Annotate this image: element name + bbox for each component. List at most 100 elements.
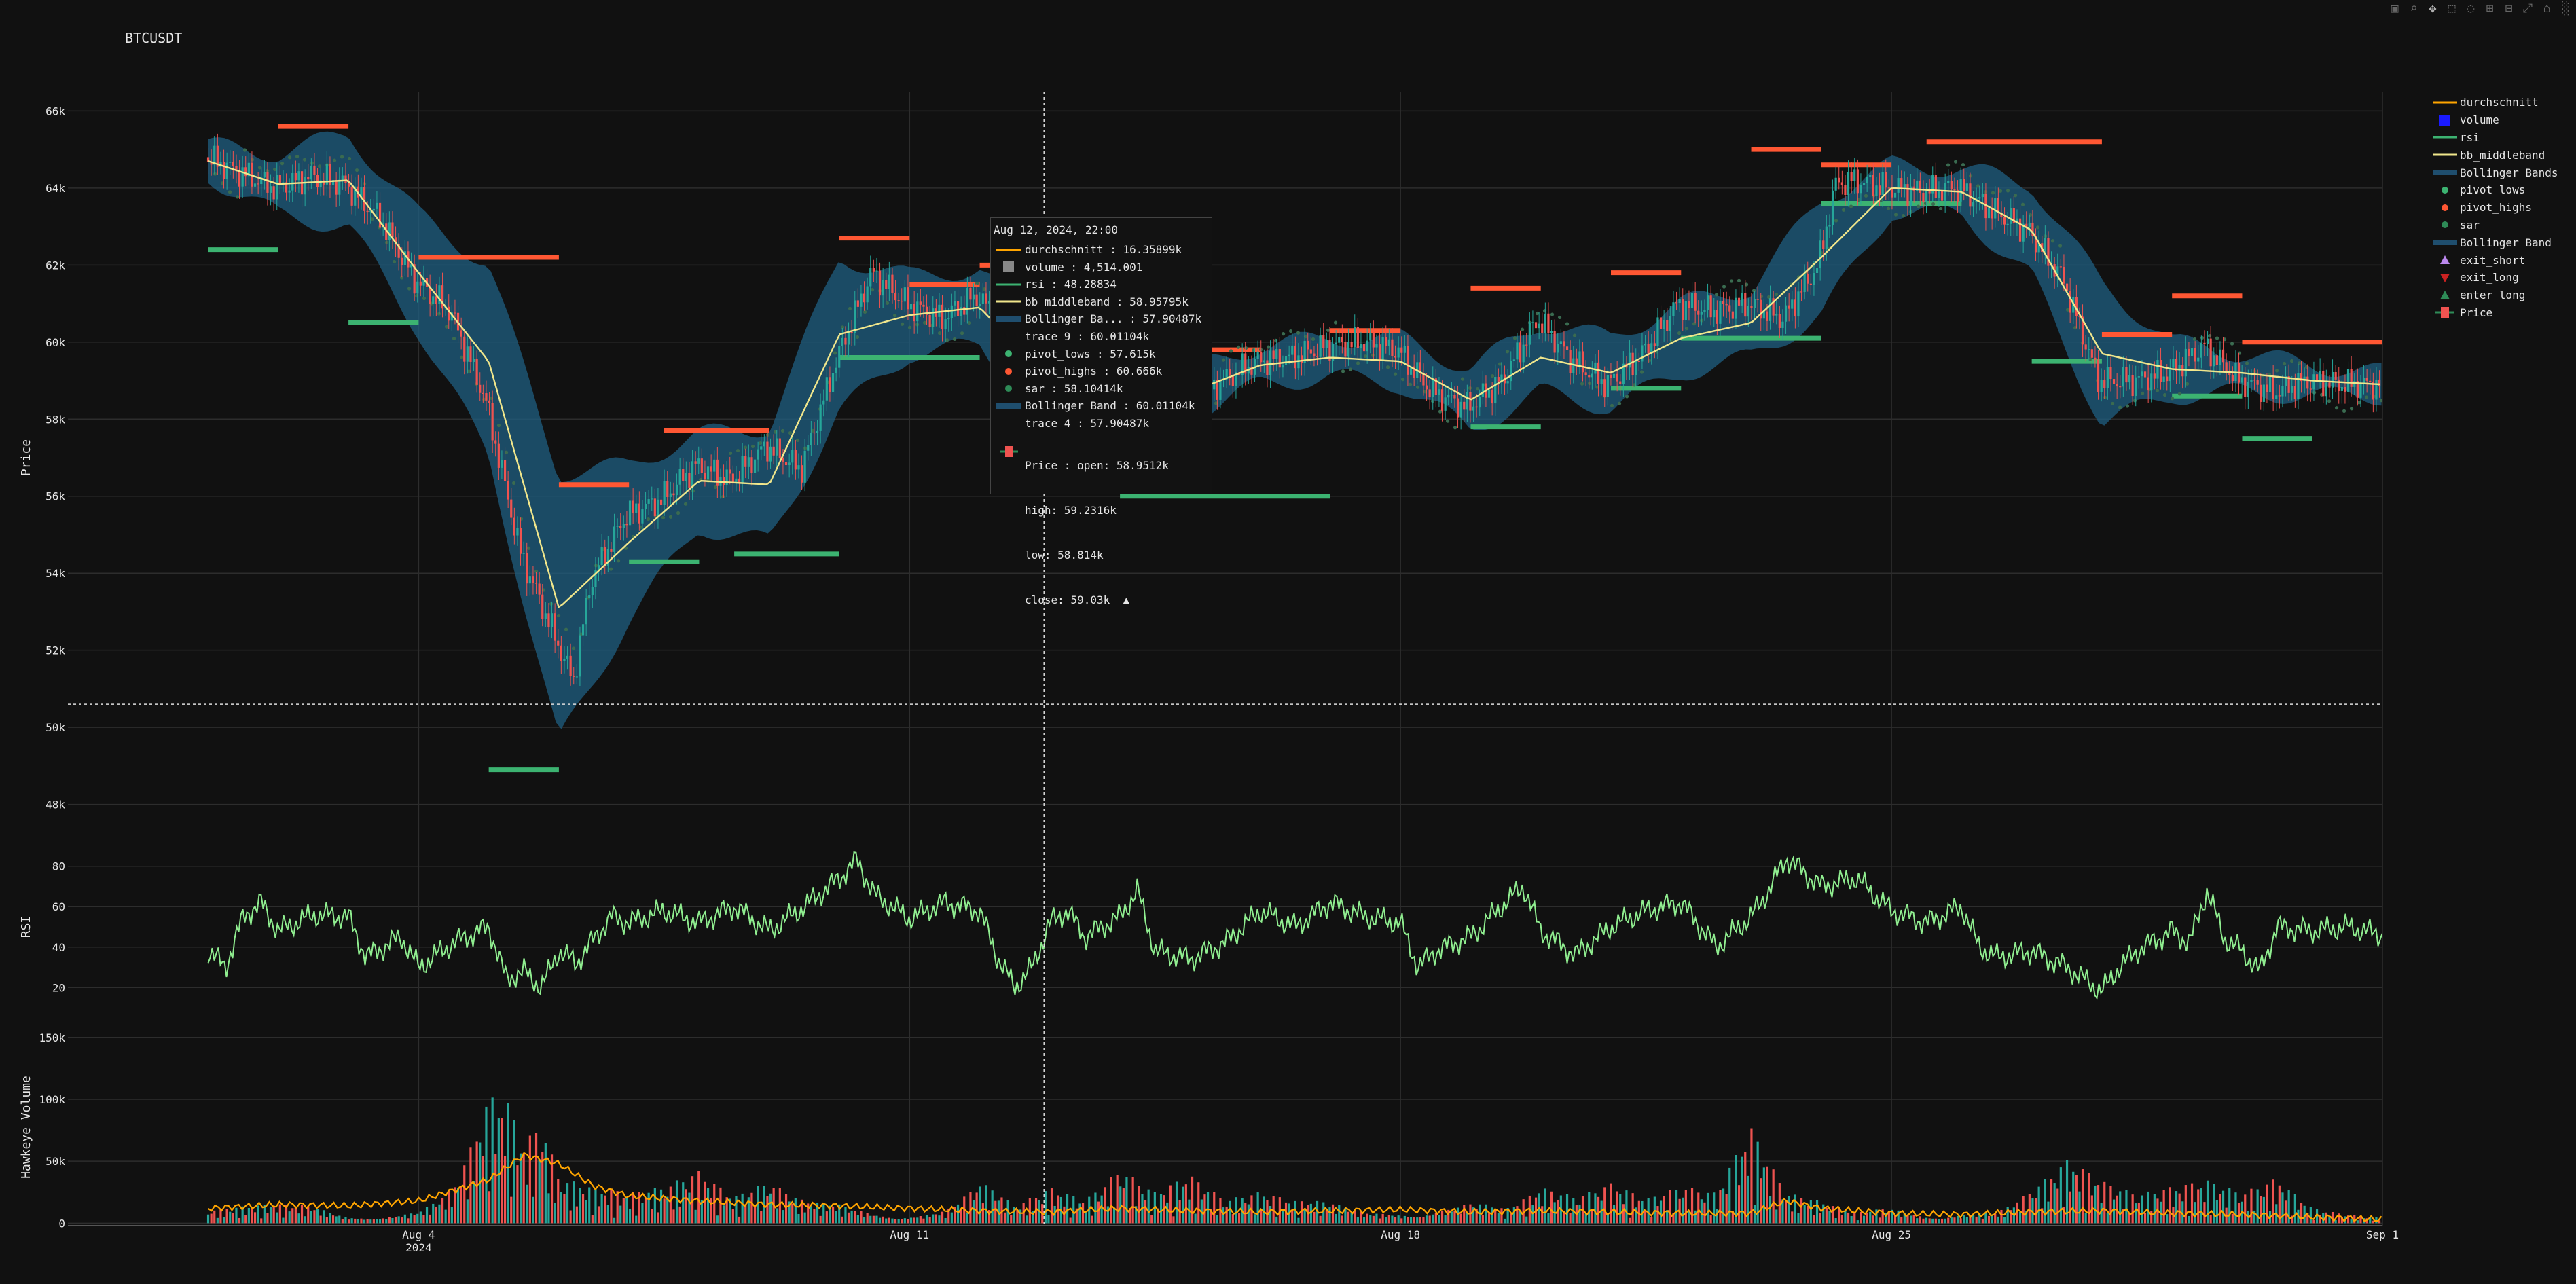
candle-body — [1479, 397, 1481, 408]
zoom-in-icon[interactable]: ⊞ — [2486, 1, 2494, 16]
candle-body — [378, 202, 382, 228]
candle-body — [772, 446, 775, 456]
volume-bar — [1981, 1218, 1984, 1224]
sar-point — [556, 613, 561, 618]
volume-bar — [419, 1211, 422, 1224]
plotly-logo-icon[interactable]: ░ — [2562, 1, 2570, 16]
lasso-icon[interactable]: ◌ — [2467, 1, 2475, 16]
volume-bar — [819, 1215, 822, 1224]
sar-point — [2289, 359, 2294, 363]
volume-bar — [647, 1192, 650, 1224]
volume-bar — [2319, 1215, 2321, 1224]
sar-point — [332, 158, 337, 162]
candle-body — [606, 549, 609, 566]
sar-point — [967, 320, 972, 325]
candle-body — [2135, 377, 2137, 397]
candle-body — [657, 499, 659, 517]
candle-body — [307, 177, 310, 180]
volume-bar — [210, 1213, 213, 1224]
candle-body — [1469, 392, 1472, 411]
volume-bar — [1419, 1217, 1421, 1224]
pan-icon[interactable]: ✥ — [2429, 1, 2437, 16]
volume-bar — [1822, 1204, 1825, 1224]
volume-bar — [1928, 1218, 1931, 1224]
box-select-icon[interactable]: ⬚ — [2448, 1, 2456, 16]
legend-item-bb-middleband[interactable]: bb_middleband — [2430, 146, 2573, 164]
candle-body — [1869, 175, 1872, 177]
volume-bar — [838, 1204, 841, 1224]
volume-bar — [1606, 1213, 1609, 1224]
zoom-out-icon[interactable]: ⊟ — [2505, 1, 2513, 16]
volume-bar — [429, 1214, 431, 1224]
volume-bar — [276, 1212, 278, 1224]
volume-bar — [238, 1217, 241, 1224]
candle-body — [2206, 338, 2209, 344]
volume-bar — [653, 1188, 656, 1224]
volume-bar — [1594, 1193, 1597, 1224]
reset-axes-icon[interactable]: ⌂ — [2543, 1, 2551, 16]
candle-body — [1819, 240, 1821, 269]
legend-item-pivot-lows[interactable]: pivot_lows — [2430, 181, 2573, 199]
candle-body — [1444, 397, 1447, 411]
volume-bar — [1656, 1206, 1659, 1224]
price-panel[interactable] — [206, 124, 2383, 773]
sar-point — [2125, 404, 2130, 408]
volume-bar — [994, 1200, 997, 1224]
triangle-up-icon — [2430, 253, 2460, 267]
candle-body — [1885, 172, 1887, 188]
volume-bar — [497, 1118, 500, 1224]
legend-item-durchschnitt[interactable]: durchschnitt — [2430, 94, 2573, 111]
legend-item-sar[interactable]: sar — [2430, 217, 2573, 234]
candle-body — [1750, 306, 1753, 308]
volume-bar — [750, 1192, 753, 1224]
autoscale-icon[interactable]: ⤢ — [2522, 1, 2533, 16]
legend-item-price[interactable]: Price — [2430, 304, 2573, 322]
legend-item-bollinger-band[interactable]: Bollinger Band — [2430, 234, 2573, 251]
volume-bar — [291, 1208, 294, 1224]
candle-body — [1335, 342, 1337, 344]
legend-item-bollinger-bands[interactable]: Bollinger Bands — [2430, 164, 2573, 181]
candle-body — [344, 175, 347, 183]
volume-bar — [1078, 1203, 1081, 1224]
legend-label: bb_middleband — [2460, 148, 2545, 162]
camera-icon[interactable]: ▣ — [2391, 1, 2399, 16]
volume-bar — [941, 1211, 944, 1224]
legend-item-exit-short[interactable]: exit_short — [2430, 251, 2573, 269]
candle-body — [2350, 369, 2353, 387]
candle-body — [685, 473, 687, 481]
volume-panel[interactable] — [206, 1097, 2382, 1224]
legend-item-enter-long[interactable]: enter_long — [2430, 287, 2573, 304]
candle-body — [641, 509, 644, 524]
candle-body — [2018, 218, 2022, 242]
volume-bar — [263, 1205, 266, 1224]
legend-item-rsi[interactable]: rsi — [2430, 129, 2573, 147]
legend-item-pivot-highs[interactable]: pivot_highs — [2430, 199, 2573, 217]
tooltip-row: bb_middleband : 58.95795k — [994, 293, 1189, 310]
volume-bar — [1013, 1207, 1015, 1224]
candle-body — [1372, 332, 1375, 348]
candle-body — [1375, 344, 1378, 348]
candle-body — [269, 186, 272, 193]
legend-item-volume[interactable]: volume — [2430, 111, 2573, 129]
volume-bar — [1565, 1194, 1569, 1224]
candle-body — [288, 190, 291, 193]
volume-bar — [791, 1203, 794, 1224]
volume-bar — [1703, 1202, 1706, 1224]
rsi-panel[interactable] — [207, 851, 2382, 1000]
candle-body — [354, 186, 357, 206]
candle-body — [1909, 186, 1912, 206]
volume-bar — [397, 1216, 400, 1224]
candle-body — [2268, 375, 2272, 392]
volume-bar — [831, 1206, 835, 1224]
volume-bar — [1853, 1212, 1856, 1224]
legend-item-exit-long[interactable]: exit_long — [2430, 269, 2573, 287]
candle-body — [1716, 310, 1718, 324]
candle-body — [1619, 381, 1622, 385]
sar-point — [1938, 206, 1943, 211]
volume-bar — [573, 1181, 575, 1224]
zoom-icon[interactable]: ⌕ — [2410, 1, 2418, 16]
candle-body — [1553, 331, 1556, 353]
volume-bar — [1878, 1217, 1881, 1224]
dot-swatch-icon — [2430, 218, 2460, 232]
